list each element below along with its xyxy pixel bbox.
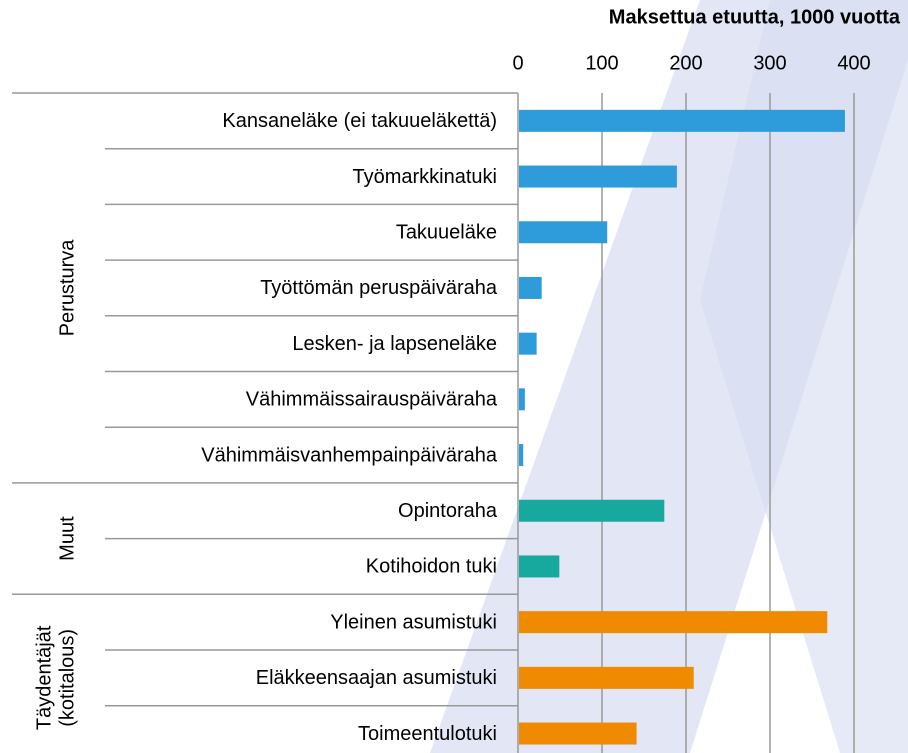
bar bbox=[519, 499, 665, 522]
y-tick-label: Yleinen asumistuki bbox=[330, 611, 497, 633]
group-label: Muut bbox=[56, 516, 78, 561]
group-label: Täydentäjät bbox=[33, 625, 55, 730]
y-tick-label: Lesken- ja lapseneläke bbox=[292, 333, 497, 355]
x-tick-label: 400 bbox=[837, 52, 870, 74]
y-tick-label: Opintoraha bbox=[398, 500, 498, 522]
y-tick-label: Työttömän peruspäiväraha bbox=[260, 277, 498, 299]
y-tick-label: Eläkkeensaajan asumistuki bbox=[256, 667, 497, 689]
background-shape bbox=[700, 0, 908, 753]
bar bbox=[519, 165, 677, 188]
y-tick-label: Kotihoidon tuki bbox=[366, 556, 497, 578]
bar bbox=[519, 555, 560, 578]
y-tick-label: Toimeentulotuki bbox=[358, 723, 497, 745]
bar bbox=[519, 666, 694, 689]
bar bbox=[519, 611, 828, 634]
y-tick-label: Takuueläke bbox=[396, 222, 497, 244]
y-tick-label: Kansaneläke (ei takuueläkettä) bbox=[222, 110, 497, 132]
x-tick-label: 200 bbox=[669, 52, 702, 74]
bar bbox=[519, 332, 537, 355]
x-tick-label: 300 bbox=[753, 52, 786, 74]
y-tick-label: Vähimmäisvanhempainpäiväraha bbox=[201, 444, 498, 466]
chart-title: Maksettua etuutta, 1000 vuotta bbox=[609, 6, 901, 28]
group-label: Perusturva bbox=[56, 239, 78, 337]
bar bbox=[519, 276, 542, 299]
group-label: (kotitalous) bbox=[56, 629, 78, 727]
bar bbox=[519, 444, 524, 467]
bar bbox=[519, 221, 608, 244]
x-tick-label: 100 bbox=[585, 52, 618, 74]
y-tick-label: Vähimmäissairauspäiväraha bbox=[246, 389, 498, 411]
bar bbox=[519, 388, 525, 411]
x-tick-label: 0 bbox=[512, 52, 523, 74]
y-tick-label: Työmarkkinatuki bbox=[353, 166, 498, 188]
bar bbox=[519, 109, 845, 132]
bar bbox=[519, 722, 637, 745]
